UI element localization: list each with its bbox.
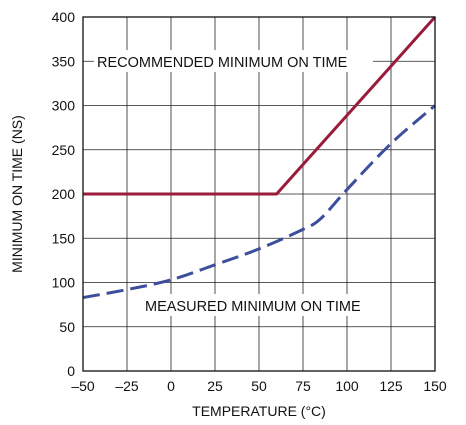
x-tick-label: 75 bbox=[295, 378, 311, 394]
x-tick-label: 0 bbox=[167, 378, 175, 394]
x-tick-label: 125 bbox=[379, 378, 403, 394]
series-layer bbox=[82, 15, 437, 300]
x-tick-label: –25 bbox=[115, 378, 139, 394]
x-tick-label: 25 bbox=[207, 378, 223, 394]
annotation-bg-measured bbox=[142, 294, 390, 316]
y-tick-label: 50 bbox=[59, 319, 75, 335]
x-tick-label: 150 bbox=[423, 378, 447, 394]
y-tick-label: 150 bbox=[52, 230, 76, 246]
x-tick-label: –50 bbox=[71, 378, 95, 394]
x-axis-title: TEMPERATURE (°C) bbox=[192, 403, 326, 419]
y-tick-label: 200 bbox=[52, 186, 76, 202]
x-tick-label: 50 bbox=[251, 378, 267, 394]
y-tick-label: 400 bbox=[52, 9, 76, 25]
series-line-recommended bbox=[83, 15, 437, 196]
series-label-measured: MEASURED MINIMUM ON TIME bbox=[145, 299, 361, 315]
x-tick-label: 100 bbox=[335, 378, 359, 394]
y-tick-labels: 0 50 100 150 200 250 300 350 400 bbox=[52, 9, 76, 379]
x-tick-labels: –50 –25 0 25 50 75 100 125 150 bbox=[71, 378, 447, 394]
series-line-measured bbox=[82, 104, 436, 300]
plot-frame bbox=[82, 16, 436, 372]
y-axis-title: MINIMUM ON TIME (NS) bbox=[9, 115, 25, 273]
y-tick-label: 100 bbox=[52, 275, 76, 291]
annotation-bg-recommended bbox=[94, 50, 373, 72]
y-tick-label: 0 bbox=[67, 363, 75, 379]
y-tick-label: 250 bbox=[52, 142, 76, 158]
y-tick-label: 300 bbox=[52, 98, 76, 114]
y-tick-label: 350 bbox=[52, 53, 76, 69]
series-label-recommended: RECOMMENDED MINIMUM ON TIME bbox=[97, 55, 348, 71]
